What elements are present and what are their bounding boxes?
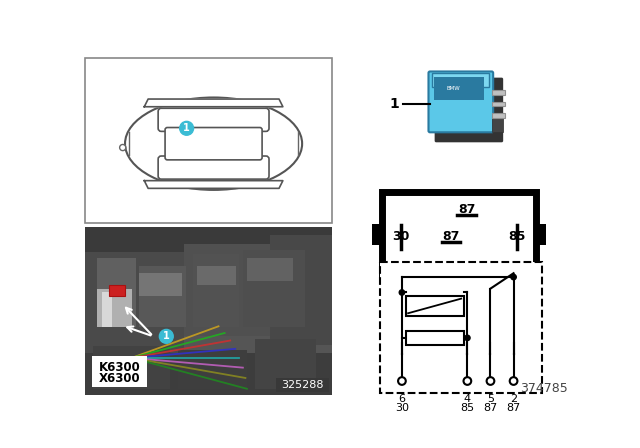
Bar (255, 339, 316, 389)
Text: 85: 85 (508, 230, 525, 243)
Text: 30: 30 (392, 230, 410, 243)
Bar (97, 289, 132, 327)
Text: 87: 87 (442, 230, 460, 243)
Bar (492, 90, 506, 95)
Text: 87: 87 (458, 203, 476, 216)
FancyBboxPatch shape (158, 108, 269, 131)
Bar (140, 273, 182, 296)
Bar (178, 350, 247, 389)
Circle shape (509, 377, 517, 385)
Text: BMW: BMW (447, 86, 460, 91)
Circle shape (463, 377, 471, 385)
Bar (243, 250, 305, 327)
Bar (86, 227, 332, 252)
Text: 5: 5 (487, 394, 494, 404)
Bar (492, 113, 506, 118)
Polygon shape (144, 99, 283, 107)
Text: 30: 30 (395, 403, 409, 413)
Bar (492, 102, 506, 106)
Text: 325288: 325288 (282, 380, 324, 390)
Text: 4: 4 (464, 394, 471, 404)
Bar (140, 266, 186, 327)
Text: K6300: K6300 (99, 362, 140, 375)
Text: 1: 1 (183, 123, 190, 134)
Bar (372, 224, 382, 246)
Bar (276, 378, 329, 392)
Circle shape (180, 121, 193, 135)
Bar (247, 258, 293, 281)
Text: X6300: X6300 (99, 372, 140, 385)
Bar (433, 73, 488, 87)
Text: 87: 87 (506, 403, 521, 413)
Bar (86, 58, 332, 223)
Circle shape (399, 290, 404, 295)
Bar (406, 331, 463, 345)
Text: 85: 85 (460, 403, 474, 413)
Circle shape (159, 329, 173, 343)
Circle shape (465, 335, 470, 340)
Bar (406, 296, 463, 315)
Bar (102, 293, 111, 327)
FancyBboxPatch shape (429, 72, 493, 132)
Text: 6: 6 (399, 394, 405, 404)
Bar (434, 77, 484, 100)
Bar (109, 285, 125, 296)
Bar (382, 192, 536, 277)
Circle shape (486, 377, 494, 385)
Circle shape (511, 274, 516, 280)
Bar (197, 266, 236, 285)
FancyBboxPatch shape (435, 78, 503, 142)
Bar (92, 356, 147, 387)
Bar (184, 244, 270, 336)
Text: 1: 1 (390, 97, 399, 111)
Ellipse shape (125, 98, 302, 190)
FancyBboxPatch shape (158, 156, 269, 179)
Bar (86, 227, 332, 395)
Text: 374785: 374785 (520, 382, 568, 395)
Bar (492, 118, 503, 132)
Bar (193, 254, 239, 327)
Circle shape (398, 377, 406, 385)
Text: 87: 87 (483, 403, 497, 413)
Bar (536, 224, 546, 246)
Bar (93, 346, 170, 389)
Circle shape (120, 144, 126, 151)
Bar (380, 262, 542, 392)
Polygon shape (144, 181, 283, 188)
Bar (86, 353, 332, 395)
Bar (86, 252, 184, 353)
FancyBboxPatch shape (165, 128, 262, 160)
Bar (270, 235, 332, 345)
Text: 2: 2 (510, 394, 517, 404)
Text: 1: 1 (163, 332, 170, 341)
Bar (97, 258, 136, 327)
